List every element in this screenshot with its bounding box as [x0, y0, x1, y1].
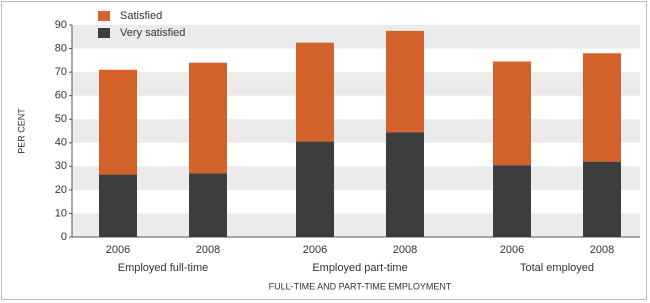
bar-segment	[296, 42, 334, 142]
bar-segment	[493, 165, 531, 237]
x-tick-label: 2006	[500, 244, 524, 256]
bar-segment	[583, 53, 621, 162]
x-tick-label: 2006	[106, 244, 130, 256]
legend-swatch	[98, 11, 110, 21]
y-tick-label: 10	[55, 207, 67, 219]
bar-segment	[296, 141, 334, 237]
y-axis-title: PER CENT	[16, 108, 26, 154]
grid-band	[72, 166, 640, 190]
group-label: Total employed	[520, 262, 594, 274]
bar-segment	[386, 30, 424, 133]
bar-segment	[189, 62, 227, 174]
legend-label: Satisfied	[120, 10, 162, 22]
legend-swatch	[98, 28, 110, 38]
grid-band	[72, 25, 640, 49]
y-tick-label: 50	[55, 113, 67, 125]
y-tick-label: 80	[55, 42, 67, 54]
y-tick-label: 60	[55, 90, 67, 102]
x-tick-label: 2008	[590, 244, 614, 256]
grid-band	[72, 213, 640, 237]
bar-segment	[583, 161, 621, 237]
group-label: Employed full-time	[118, 262, 208, 274]
bar-segment	[493, 61, 531, 166]
bar-segment	[99, 174, 137, 237]
group-label: Employed part-time	[312, 262, 407, 274]
y-tick-label: 40	[55, 137, 67, 149]
x-axis-title: FULL-TIME AND PART-TIME EMPLOYMENT	[269, 281, 452, 291]
x-tick-label: 2008	[196, 244, 220, 256]
legend-label: Very satisfied	[120, 27, 185, 39]
bar-segment	[189, 173, 227, 237]
y-tick-label: 30	[55, 160, 67, 172]
bar-segment	[386, 132, 424, 237]
x-tick-label: 2006	[303, 244, 327, 256]
x-tick-label: 2008	[393, 244, 417, 256]
y-tick-label: 70	[55, 66, 67, 78]
grid-band	[72, 119, 640, 143]
y-tick-label: 20	[55, 184, 67, 196]
y-tick-label: 90	[55, 19, 67, 31]
grid-band	[72, 72, 640, 96]
bar-segment	[99, 69, 137, 175]
y-tick-label: 0	[61, 231, 67, 243]
